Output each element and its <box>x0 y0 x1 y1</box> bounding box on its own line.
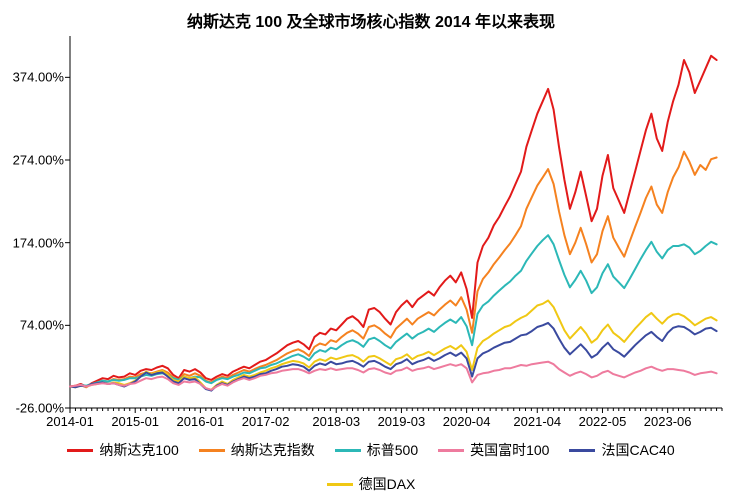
y-tick-label: 374.00% <box>13 70 70 85</box>
legend-swatch <box>199 449 225 452</box>
y-tick-label: 174.00% <box>13 235 70 250</box>
legend-swatch <box>438 449 464 452</box>
y-tick-label: 274.00% <box>13 153 70 168</box>
legend-item: 标普500 <box>335 440 418 460</box>
x-tick-label: 2016-01 <box>177 408 225 429</box>
x-tick-label: 2017-02 <box>242 408 290 429</box>
legend-swatch <box>67 449 93 452</box>
legend-swatch <box>335 449 361 452</box>
x-tick-label: 2020-04 <box>443 408 491 429</box>
y-tick-label: 74.00% <box>20 318 70 333</box>
legend-swatch <box>327 483 353 486</box>
legend-label: 德国DAX <box>359 474 416 494</box>
legend-item: 纳斯达克100 <box>67 440 178 460</box>
x-tick-label: 2022-05 <box>579 408 627 429</box>
x-tick-label: 2015-01 <box>111 408 159 429</box>
plot-svg <box>70 36 722 408</box>
legend: 纳斯达克100 纳斯达克指数 标普500 英国富时100 法国CAC40 德国DAX <box>0 440 742 494</box>
chart-title: 纳斯达克 100 及全球市场核心指数 2014 年以来表现 <box>0 8 742 32</box>
legend-label: 英国富时100 <box>470 440 549 460</box>
x-tick-label: 2021-04 <box>513 408 561 429</box>
x-tick-label: 2019-03 <box>378 408 426 429</box>
plot-area: -26.00%74.00%174.00%274.00%374.00%2014-0… <box>70 36 722 408</box>
legend-swatch <box>569 449 595 452</box>
legend-label: 纳斯达克100 <box>99 440 178 460</box>
legend-label: 标普500 <box>367 440 418 460</box>
legend-item: 纳斯达克指数 <box>199 440 315 460</box>
legend-item: 法国CAC40 <box>569 440 674 460</box>
legend-label: 法国CAC40 <box>601 440 674 460</box>
legend-label: 纳斯达克指数 <box>231 440 315 460</box>
legend-item: 英国富时100 <box>438 440 549 460</box>
x-tick-label: 2014-01 <box>46 408 94 429</box>
legend-item: 德国DAX <box>327 474 416 494</box>
chart-container: 纳斯达克 100 及全球市场核心指数 2014 年以来表现 -26.00%74.… <box>0 0 742 500</box>
x-tick-label: 2023-06 <box>644 408 692 429</box>
x-tick-label: 2018-03 <box>312 408 360 429</box>
